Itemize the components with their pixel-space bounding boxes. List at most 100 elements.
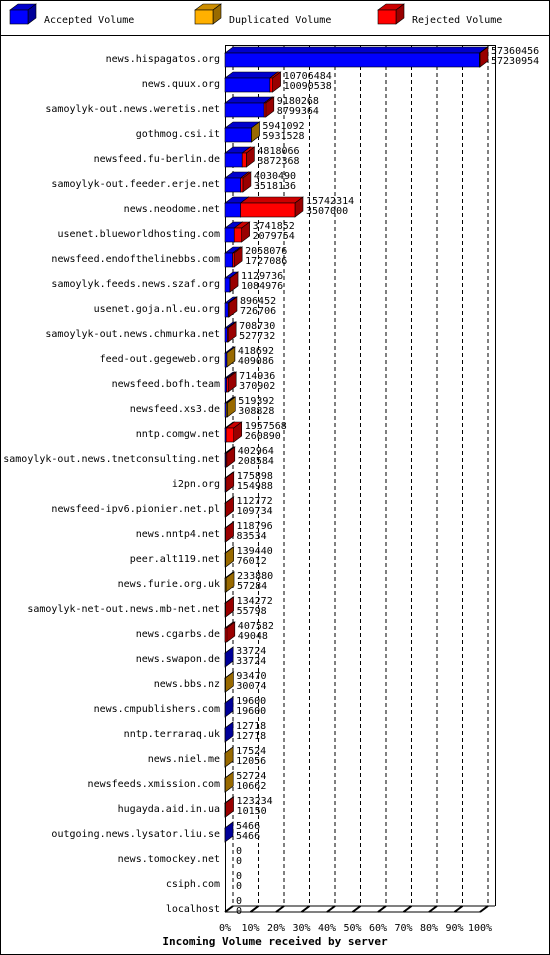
bar-segment — [231, 246, 244, 268]
total-label: 112772 — [237, 496, 273, 507]
bar-front — [224, 327, 228, 343]
x-tick — [377, 905, 387, 913]
x-tick — [275, 905, 285, 913]
y-tick-label: nntp.terraraq.uk — [124, 729, 220, 740]
bar-front — [241, 152, 247, 168]
total-label: 4818066 — [257, 146, 299, 157]
value-label: 1084976 — [241, 281, 283, 292]
bar-segment — [224, 671, 235, 693]
bar-front — [240, 202, 296, 218]
bar-front — [224, 802, 226, 818]
bar-segment — [224, 496, 235, 518]
bar-segment — [239, 196, 304, 218]
bar-front — [224, 177, 241, 193]
x-tick — [402, 905, 413, 913]
legend-label: Accepted Volume — [44, 15, 134, 26]
value-label: 3507000 — [306, 206, 348, 217]
bar-segment — [224, 796, 235, 818]
y-tick-label: usenet.blueworldhosting.com — [57, 229, 220, 240]
bar-segment — [241, 146, 256, 168]
x-tick — [453, 905, 464, 913]
value-label: 409086 — [238, 356, 274, 367]
total-label: 19600 — [236, 696, 266, 707]
total-label: 4030490 — [254, 171, 296, 182]
value-label: 260890 — [245, 431, 281, 442]
total-label: 0 — [236, 896, 242, 907]
bar-front — [224, 77, 271, 93]
x-tick — [326, 905, 336, 913]
legend-item: Accepted Volume — [9, 3, 134, 26]
total-label: 139440 — [237, 546, 273, 557]
total-label: 2058076 — [245, 246, 287, 257]
bar-segment — [224, 471, 235, 493]
total-label: 57360456 — [491, 46, 539, 57]
total-label: 714936 — [239, 371, 275, 382]
total-label: 0 — [236, 871, 242, 882]
bar-front — [226, 402, 228, 418]
bar-segment — [225, 421, 243, 443]
total-label: 896452 — [240, 296, 276, 307]
y-tick-label: usenet.goja.nl.eu.org — [94, 304, 220, 315]
y-tick-label: feed-out.gegeweb.org — [100, 354, 220, 365]
y-tick-label: samoylyk-out.feeder.erje.net — [51, 179, 220, 190]
y-tick-label: hugayda.aid.in.ua — [118, 804, 220, 815]
bar-segment — [224, 821, 234, 843]
value-label: 2079754 — [253, 231, 295, 242]
value-label: 49048 — [238, 631, 268, 642]
y-tick-label: newsfeed-ipv6.pionier.net.pl — [51, 504, 220, 515]
total-label: 123234 — [237, 796, 273, 807]
bar-front — [377, 9, 397, 25]
y-tick-label: nntp.comgw.net — [136, 429, 220, 440]
x-tick — [428, 905, 438, 913]
bar-top — [224, 71, 279, 79]
value-label: 0 — [236, 906, 242, 917]
value-label: 10662 — [236, 781, 266, 792]
bar-front — [224, 252, 233, 268]
bar-front — [224, 627, 228, 643]
total-label: 33724 — [236, 646, 266, 657]
value-label: 57230954 — [491, 56, 539, 67]
x-tick-label: 40% — [318, 923, 336, 934]
x-tick — [300, 905, 311, 913]
value-label: 30074 — [236, 681, 266, 692]
y-tick-label: news.hispagatos.org — [106, 54, 220, 65]
y-tick-label: newsfeed.xs3.de — [130, 404, 220, 415]
y-tick-label: outgoing.news.lysator.liu.se — [51, 829, 220, 840]
total-label: 519392 — [238, 396, 274, 407]
y-tick-label: news.quux.org — [142, 79, 220, 90]
y-tick-label: i2pn.org — [172, 479, 220, 490]
bar-front — [227, 302, 230, 318]
y-tick-label: samoylyk-net-out.news.mb-net.net — [27, 604, 220, 615]
bar-segment — [224, 721, 234, 743]
bar-segment — [224, 746, 234, 768]
y-tick-label: peer.alt119.net — [130, 554, 220, 565]
bar-front — [224, 227, 235, 243]
bar-front — [224, 302, 229, 318]
bar-front — [479, 52, 481, 68]
value-label: 109734 — [237, 506, 273, 517]
x-tick-label: 10% — [241, 923, 259, 934]
x-tick-label: 60% — [369, 923, 387, 934]
y-tick-label: newsfeed.bofh.team — [112, 379, 220, 390]
bar-front — [224, 152, 243, 168]
total-label: 0 — [236, 846, 242, 857]
total-label: 418692 — [238, 346, 274, 357]
value-label: 208584 — [238, 456, 274, 467]
y-tick-label: samoylyk.feeds.news.szaf.org — [51, 279, 220, 290]
bar-segment — [268, 71, 282, 93]
bar-top — [239, 196, 304, 204]
value-label: 10090538 — [284, 81, 332, 92]
legend-label: Duplicated Volume — [229, 15, 331, 26]
bar-front — [225, 427, 235, 443]
bar-segment — [224, 646, 235, 668]
value-label: 1727086 — [245, 256, 287, 267]
value-label: 83534 — [237, 531, 267, 542]
bar-segment — [263, 96, 275, 118]
value-label: 0 — [236, 856, 242, 867]
y-tick-label: newsfeeds.xmission.com — [88, 779, 220, 790]
value-label: 57284 — [237, 581, 267, 592]
bar-front — [224, 577, 227, 593]
total-label: 9180268 — [277, 96, 319, 107]
bar-segment — [224, 571, 235, 593]
